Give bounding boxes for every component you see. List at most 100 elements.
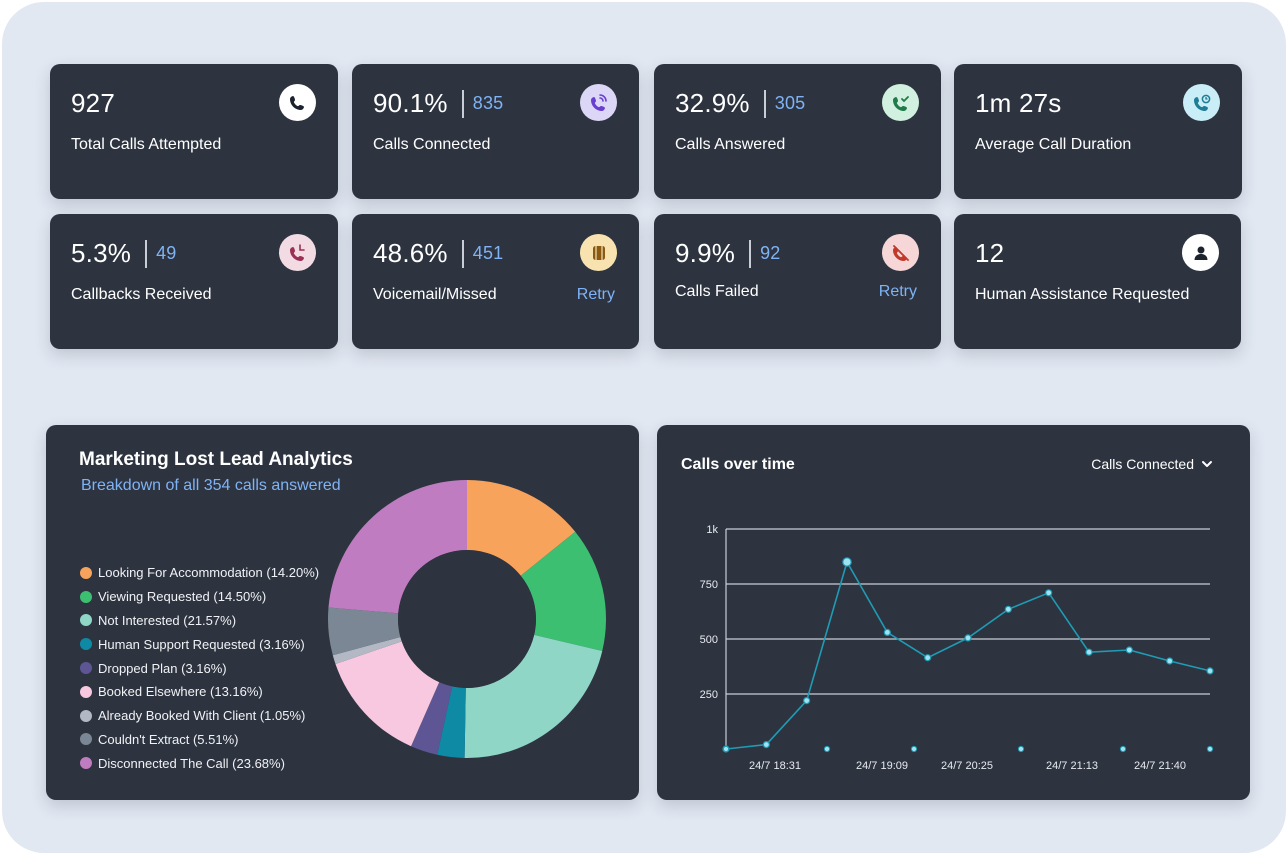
stat-value: 927 <box>71 88 115 118</box>
data-point <box>964 634 972 642</box>
stat-value: 9.9% <box>675 238 736 268</box>
x-tick-label: 24/7 21:40 <box>1134 760 1186 772</box>
legend-swatch <box>80 757 92 770</box>
series-line <box>725 559 1211 750</box>
data-point <box>762 741 770 749</box>
legend-item: Booked Elsewhere (13.16%) <box>80 680 319 704</box>
donut-hole <box>398 550 536 688</box>
data-point <box>883 628 891 636</box>
legend-item: Disconnected The Call (23.68%) <box>80 751 319 775</box>
stat-value-row: 927 <box>71 88 115 119</box>
series-dropdown[interactable]: Calls Connected <box>1091 456 1214 472</box>
stat-value: 90.1% <box>373 88 448 118</box>
legend-swatch <box>80 638 92 651</box>
stat-value-row: 32.9% 305 <box>675 88 805 119</box>
lost-lead-title: Marketing Lost Lead Analytics <box>79 449 353 470</box>
baseline-marker <box>1206 745 1214 753</box>
legend-label: Viewing Requested (14.50%) <box>98 589 267 605</box>
stat-card: 9.9% 92 Calls Failed Retry <box>654 214 941 349</box>
data-point <box>842 557 852 567</box>
data-point <box>1166 657 1174 665</box>
y-tick-label: 1k <box>706 524 718 536</box>
legend-item: Dropped Plan (3.16%) <box>80 656 319 680</box>
legend-label: Dropped Plan (3.16%) <box>98 660 227 676</box>
calls-over-time-title: Calls over time <box>681 456 795 473</box>
donut-slice <box>411 682 453 755</box>
phone-connected-icon <box>580 84 617 121</box>
legend-label: Disconnected The Call (23.68%) <box>98 755 285 771</box>
stat-divider <box>461 239 464 268</box>
legend-item: Couldn't Extract (5.51%) <box>80 728 319 752</box>
stat-label: Callbacks Received <box>71 286 212 303</box>
legend-label: Not Interested (21.57%) <box>98 612 237 628</box>
x-tick-label: 24/7 19:09 <box>856 760 908 772</box>
donut-slice <box>332 636 402 664</box>
legend-swatch <box>80 590 92 603</box>
retry-button[interactable]: Retry <box>878 283 917 300</box>
stat-value: 5.3% <box>71 238 132 268</box>
stat-value-row: 5.3% 49 <box>71 238 176 269</box>
stat-label: Average Call Duration <box>975 136 1132 153</box>
series-dropdown-label: Calls Connected <box>1091 456 1194 472</box>
stat-value-row: 9.9% 92 <box>675 238 780 269</box>
baseline-marker <box>823 745 831 753</box>
legend-item: Looking For Accommodation (14.20%) <box>80 561 319 585</box>
stat-value: 48.6% <box>373 238 448 268</box>
chevron-down-icon <box>1202 461 1212 467</box>
stat-card: 5.3% 49 Callbacks Received <box>50 214 338 349</box>
legend-swatch <box>80 709 92 722</box>
retry-button[interactable]: Retry <box>576 286 615 303</box>
donut-slice <box>328 480 467 614</box>
legend-label: Looking For Accommodation (14.20%) <box>98 565 320 581</box>
donut-slice <box>520 531 607 652</box>
stat-value-row: 90.1% 835 <box>373 88 503 119</box>
x-tick-label: 24/7 18:31 <box>749 760 801 772</box>
stat-card: 1m 27s Average Call Duration <box>954 64 1242 199</box>
legend-swatch <box>80 685 92 698</box>
legend-label: Couldn't Extract (5.51%) <box>98 731 239 747</box>
stat-divider <box>749 239 752 268</box>
stat-value-row: 12 <box>975 238 1004 269</box>
legend-swatch <box>80 614 92 627</box>
y-tick-label: 250 <box>700 689 718 701</box>
data-point <box>1206 667 1214 675</box>
stat-value: 32.9% <box>675 88 750 118</box>
legend-label: Already Booked With Client (1.05%) <box>98 708 306 724</box>
stat-label: Calls Connected <box>373 136 491 153</box>
stat-card: 32.9% 305 Calls Answered <box>654 64 941 199</box>
legend-item: Already Booked With Client (1.05%) <box>80 704 319 728</box>
lost-lead-subtitle: Breakdown of all 354 calls answered <box>81 477 341 494</box>
baseline-marker <box>722 745 730 753</box>
data-point <box>1045 589 1053 597</box>
donut-slice <box>328 607 401 656</box>
legend-item: Human Support Requested (3.16%) <box>80 632 319 656</box>
donut-slice <box>335 641 440 747</box>
voicemail-icon <box>580 234 617 271</box>
stat-value: 12 <box>975 238 1005 268</box>
stat-label: Voicemail/Missed <box>373 286 497 303</box>
donut-slice <box>467 480 576 576</box>
stat-card: 90.1% 835 Calls Connected <box>352 64 639 199</box>
phone-answered-icon <box>882 84 919 121</box>
stat-label: Total Calls Attempted <box>71 136 222 153</box>
stat-value: 1m 27s <box>975 88 1062 118</box>
stat-divider <box>763 89 766 118</box>
phone-failed-icon <box>882 234 919 271</box>
donut-slice <box>464 634 603 758</box>
stat-divider <box>461 89 464 118</box>
legend-swatch <box>80 566 92 579</box>
phone-callback-icon <box>279 234 316 271</box>
y-tick-label: 500 <box>700 634 718 646</box>
lost-lead-panel: Marketing Lost Lead Analytics Breakdown … <box>46 425 639 800</box>
data-point <box>1125 646 1133 654</box>
phone-icon <box>279 84 316 121</box>
line-chart: 250 500 750 1k 24/7 18:31 24/7 19:09 24/7 20:2… <box>700 524 1214 772</box>
legend-label: Booked Elsewhere (13.16%) <box>98 684 263 700</box>
stat-count: 92 <box>760 243 781 263</box>
stat-card: 927 Total Calls Attempted <box>50 64 338 199</box>
stat-count: 305 <box>774 93 806 113</box>
legend-item: Viewing Requested (14.50%) <box>80 585 319 609</box>
baseline-marker <box>1017 745 1025 753</box>
stat-label: Calls Answered <box>675 136 786 153</box>
stat-value-row: 1m 27s <box>975 88 1061 119</box>
